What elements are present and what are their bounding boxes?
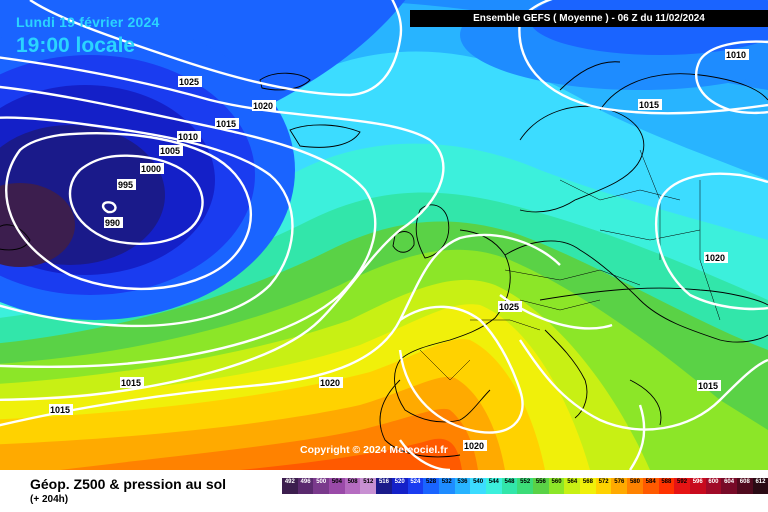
scale-label: 496 [300, 479, 311, 485]
isobar-label: 1020 [705, 253, 725, 263]
scale-label: 552 [520, 479, 531, 485]
lead-time: (+ 204h) [30, 494, 69, 505]
isobar-label: 1015 [121, 378, 141, 388]
scale-swatch: 528 [423, 478, 439, 494]
scale-label: 592 [677, 479, 688, 485]
isobar-label: 990 [105, 218, 120, 228]
scale-label: 536 [457, 479, 468, 485]
scale-swatch: 500 [313, 478, 330, 494]
scale-swatch: 564 [564, 478, 581, 494]
scale-label: 512 [363, 479, 374, 485]
scale-label: 596 [692, 479, 703, 485]
scale-label: 608 [739, 479, 750, 485]
scale-label: 568 [582, 479, 593, 485]
scale-label: 524 [410, 479, 421, 485]
scale-swatch: 496 [297, 478, 314, 494]
scale-swatch: 540 [470, 478, 486, 494]
scale-swatch: 568 [580, 478, 596, 494]
scale-label: 564 [567, 479, 578, 485]
scale-swatch: 536 [454, 478, 471, 494]
scale-label: 544 [488, 479, 499, 485]
coastlines [0, 61, 768, 458]
scale-swatch: 572 [595, 478, 612, 494]
scale-swatch: 516 [376, 478, 392, 494]
scale-swatch: 576 [611, 478, 628, 494]
scale-label: 604 [724, 479, 735, 485]
scale-label: 516 [378, 479, 389, 485]
scale-swatch: 560 [548, 478, 565, 494]
color-scale-legend: 492 496 500 504 508 512 516 520 524 528 532 536 540 5… [282, 478, 768, 494]
isobar-label: 1015 [50, 405, 70, 415]
scale-label: 584 [645, 479, 656, 485]
valid-local-time: 19:00 locale [16, 34, 136, 57]
isobar-label: 1020 [320, 378, 340, 388]
scale-swatch: 592 [674, 478, 690, 494]
scale-label: 576 [614, 479, 625, 485]
scale-swatch: 552 [517, 478, 533, 494]
scale-swatch: 544 [485, 478, 502, 494]
scale-swatch: 556 [533, 478, 549, 494]
isobar-label: 1010 [726, 50, 746, 60]
scale-swatch: 524 [407, 478, 424, 494]
isobar-label: 1025 [499, 302, 519, 312]
scale-label: 548 [504, 479, 515, 485]
isobar-label: 1000 [141, 164, 161, 174]
z500-map: 1025 1020 1015 1010 1005 1000 995 990 10… [0, 0, 768, 470]
scale-swatch: 588 [658, 478, 675, 494]
scale-label: 572 [598, 479, 609, 485]
borders [419, 149, 721, 381]
scale-label: 580 [629, 479, 640, 485]
scale-swatch: 608 [736, 478, 753, 494]
scale-swatch: 580 [627, 478, 643, 494]
scale-label: 508 [347, 479, 358, 485]
scale-label: 588 [661, 479, 672, 485]
scale-swatch: 596 [689, 478, 706, 494]
scale-label: 540 [473, 479, 484, 485]
isobars [0, 0, 768, 470]
isobar-label: 1020 [464, 441, 484, 451]
model-run-banner: Ensemble GEFS ( Moyenne ) - 06 Z du 11/0… [410, 10, 768, 27]
isobar-label: 1025 [179, 77, 199, 87]
scale-swatch: 548 [501, 478, 518, 494]
scale-swatch: 600 [705, 478, 722, 494]
scale-swatch: 532 [438, 478, 455, 494]
isobar-label: 995 [118, 180, 133, 190]
scale-label: 520 [394, 479, 405, 485]
scale-label: 528 [426, 479, 437, 485]
isobar-label: 1015 [639, 100, 659, 110]
scale-swatch: 492 [282, 478, 298, 494]
isobar-label: 1010 [178, 132, 198, 142]
scale-label: 556 [535, 479, 546, 485]
scale-swatch: 520 [391, 478, 408, 494]
scale-swatch: 584 [642, 478, 659, 494]
isobar-label: 1005 [160, 146, 180, 156]
isobar-label: 1015 [698, 381, 718, 391]
scale-label: 532 [441, 479, 452, 485]
copyright-notice: Copyright © 2024 Meteociel.fr [300, 444, 448, 456]
valid-date: Lundi 19 février 2024 [16, 14, 160, 30]
geopotential-field [0, 0, 768, 470]
isobar-label: 1020 [253, 101, 273, 111]
scale-swatch: 508 [344, 478, 361, 494]
field-title: Géop. Z500 & pression au sol [30, 476, 227, 492]
isobar-labels: 1025 1020 1015 1010 1005 1000 995 990 10… [49, 49, 749, 451]
scale-label: 492 [284, 479, 295, 485]
scale-swatch: 504 [329, 478, 345, 494]
scale-label: 504 [331, 479, 342, 485]
scale-label: 500 [316, 479, 327, 485]
scale-swatch: 512 [360, 478, 377, 494]
scale-label: 600 [708, 479, 719, 485]
scale-label: 560 [551, 479, 562, 485]
scale-swatch: 612 [752, 478, 768, 494]
isobar-label: 1015 [216, 119, 236, 129]
scale-swatch: 604 [721, 478, 737, 494]
scale-label: 612 [755, 479, 766, 485]
